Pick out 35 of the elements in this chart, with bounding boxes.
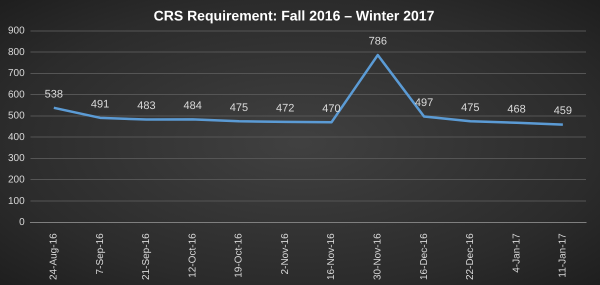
y-tick-label: 500 [8,110,26,122]
x-tick-label: 12-Oct-16 [187,232,198,278]
y-tick-label: 700 [8,68,26,80]
data-label: 538 [44,88,63,100]
data-label: 786 [368,36,387,48]
data-label: 472 [276,102,294,114]
x-tick-label: 16-Nov-16 [326,232,338,280]
x-tick-label: 16-Dec-16 [418,232,430,280]
y-tick-label: 200 [8,174,26,186]
x-tick-label: 30-Nov-16 [372,232,384,280]
data-label: 459 [554,105,572,118]
x-tick-label: 22-Dec-16 [465,232,476,280]
x-tick-label: 2-Nov-16 [280,232,291,274]
data-label: 470 [322,102,341,115]
x-tick-label: 4-Jan-17 [511,232,522,273]
data-label: 475 [461,102,480,114]
x-tick-label: 7-Sep-16 [94,232,106,274]
data-label: 497 [414,97,434,110]
x-tick-label: 21-Sep-16 [141,232,152,280]
data-label: 475 [230,102,248,114]
y-tick-label: 0 [19,217,26,228]
y-tick-label: 400 [8,132,26,143]
x-tick-label: 19-Oct-16 [234,232,245,278]
y-tick-label: 100 [8,196,26,207]
chart-title: CRS Requirement: Fall 2016 – Winter 2017 [154,7,435,24]
data-label: 468 [507,103,526,116]
x-tick-label: 11-Jan-17 [558,232,569,278]
y-tick-label: 800 [8,46,26,58]
x-tick-label: 24-Aug-16 [48,232,60,280]
y-tick-label: 600 [8,89,26,100]
data-label: 483 [137,100,156,112]
y-tick-label: 300 [8,153,26,164]
data-label: 484 [183,100,202,112]
y-tick-label: 900 [8,26,26,37]
data-label: 491 [90,98,110,110]
